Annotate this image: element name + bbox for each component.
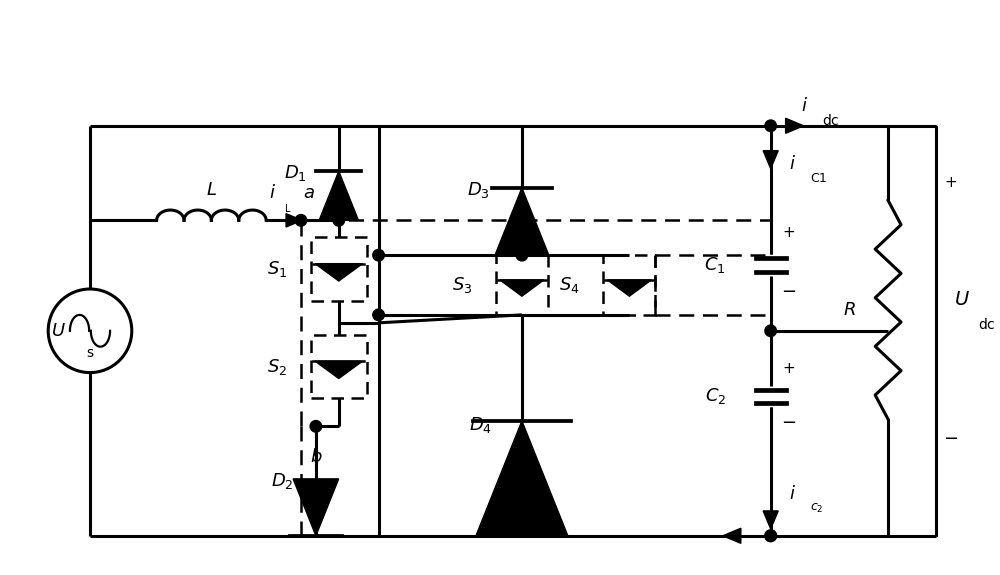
Polygon shape — [763, 511, 778, 529]
Polygon shape — [500, 280, 544, 296]
Bar — [496, 255, 548, 315]
Text: $b$: $b$ — [310, 448, 322, 466]
Text: $U$: $U$ — [954, 291, 970, 309]
Bar — [603, 255, 655, 315]
Polygon shape — [476, 421, 568, 536]
Circle shape — [310, 420, 322, 432]
Circle shape — [765, 325, 776, 336]
Text: $\mathrm{C1}$: $\mathrm{C1}$ — [810, 172, 828, 185]
Text: $i$: $i$ — [789, 155, 796, 172]
Text: $D_3$: $D_3$ — [467, 181, 490, 201]
Text: $S_3$: $S_3$ — [452, 275, 472, 295]
Text: $-$: $-$ — [943, 428, 958, 446]
Text: $+$: $+$ — [944, 175, 957, 190]
Text: $i$: $i$ — [801, 97, 807, 115]
Text: $S_2$: $S_2$ — [267, 356, 287, 377]
Polygon shape — [315, 361, 362, 378]
Circle shape — [765, 120, 776, 132]
Circle shape — [765, 530, 776, 542]
Text: $S_1$: $S_1$ — [267, 259, 287, 279]
Polygon shape — [723, 528, 741, 543]
Text: $\mathrm{dc}$: $\mathrm{dc}$ — [822, 113, 840, 128]
Polygon shape — [786, 118, 804, 133]
Circle shape — [295, 214, 307, 226]
Polygon shape — [286, 214, 302, 227]
Text: $C_1$: $C_1$ — [704, 255, 726, 275]
Text: $C_2$: $C_2$ — [705, 386, 726, 407]
Circle shape — [373, 250, 384, 261]
Circle shape — [765, 530, 776, 542]
Polygon shape — [763, 151, 778, 168]
Text: $D_1$: $D_1$ — [284, 163, 307, 183]
Text: $i$: $i$ — [269, 185, 276, 202]
Text: $\mathrm{dc}$: $\mathrm{dc}$ — [978, 317, 995, 332]
Text: $R$: $R$ — [843, 301, 856, 319]
Bar — [311, 335, 367, 398]
Polygon shape — [495, 188, 549, 255]
Text: $D_4$: $D_4$ — [469, 415, 492, 435]
Polygon shape — [319, 171, 358, 220]
Text: $a$: $a$ — [303, 185, 315, 202]
Polygon shape — [293, 479, 339, 536]
Text: $+$: $+$ — [782, 227, 795, 240]
Polygon shape — [315, 264, 362, 281]
Text: $c_2$: $c_2$ — [810, 503, 824, 515]
Text: $-$: $-$ — [781, 281, 796, 299]
Circle shape — [516, 250, 528, 261]
Bar — [311, 237, 367, 301]
Circle shape — [373, 309, 384, 321]
Text: $S_4$: $S_4$ — [559, 275, 580, 295]
Text: $i$: $i$ — [789, 485, 796, 503]
Text: $_\mathrm{L}$: $_\mathrm{L}$ — [284, 201, 292, 216]
Text: $+$: $+$ — [782, 362, 795, 375]
Text: $\mathrm{s}$: $\mathrm{s}$ — [86, 346, 95, 360]
Text: $L$: $L$ — [206, 182, 217, 200]
Text: $U$: $U$ — [51, 322, 66, 340]
Polygon shape — [607, 280, 651, 296]
Text: $-$: $-$ — [781, 412, 796, 430]
Text: $D_2$: $D_2$ — [271, 471, 294, 491]
Circle shape — [333, 214, 345, 226]
